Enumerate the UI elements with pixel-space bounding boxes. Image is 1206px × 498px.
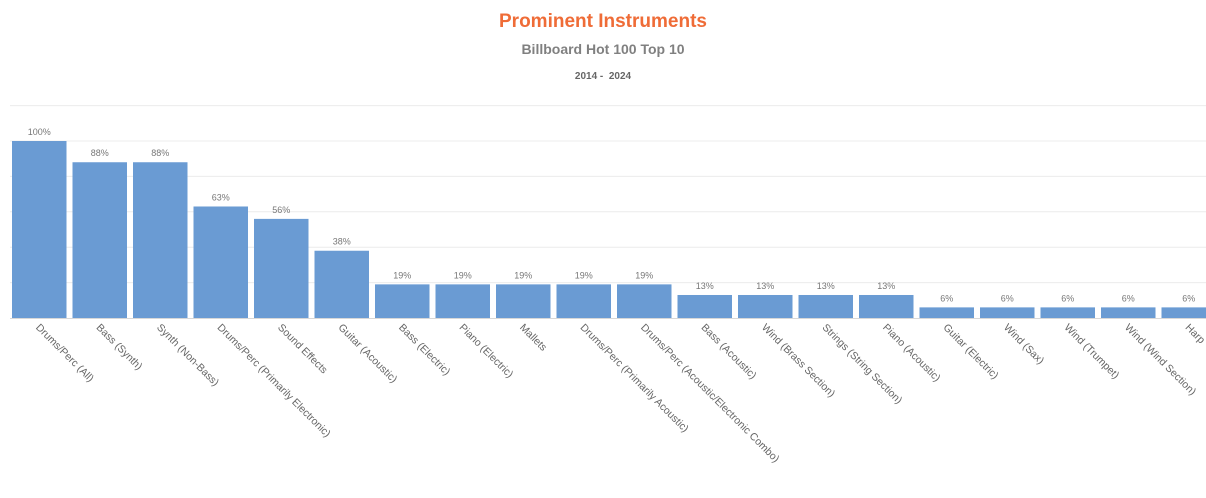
bar <box>980 307 1035 318</box>
x-tick-label: Bass (Electric) <box>396 322 452 378</box>
bar <box>919 307 974 318</box>
data-label: 88% <box>91 148 109 158</box>
bar <box>496 284 551 318</box>
data-label: 19% <box>393 270 411 280</box>
bar <box>72 162 127 318</box>
data-label: 6% <box>1182 293 1195 303</box>
bar <box>738 294 793 318</box>
x-tick-label: Bass (Synth) <box>94 322 145 373</box>
bar <box>556 284 611 318</box>
bar <box>617 284 672 318</box>
x-tick-label: Harp <box>1183 322 1206 347</box>
bar <box>859 294 914 318</box>
chart-title: Prominent Instruments <box>499 11 707 32</box>
x-tick-label: Guitar (Electric) <box>941 322 1001 382</box>
data-label: 88% <box>151 148 169 158</box>
x-tick-label: Drums/Perc (Primarily Acoustic) <box>578 322 691 435</box>
bar <box>375 284 430 318</box>
x-axis-labels: Drums/Perc (All)Bass (Synth) Synth (Non-B… <box>33 322 1206 465</box>
data-label: 6% <box>1061 293 1074 303</box>
x-tick-label: Sound Effects <box>275 322 330 377</box>
data-label: 13% <box>696 281 714 291</box>
x-tick-label: Piano (Acoustic) <box>880 322 943 385</box>
bar <box>798 294 853 318</box>
x-tick-label: Bass (Acoustic) <box>699 322 759 382</box>
chart-subtitle: Billboard Hot 100 Top 10 <box>521 41 685 57</box>
x-tick-label: Drums/Perc (Acoustic/Electronic Combo) <box>638 322 781 465</box>
bar <box>193 206 248 318</box>
data-label: 13% <box>756 281 774 291</box>
bar <box>254 218 309 318</box>
x-tick-label: Drums/Perc (Primarily Electronic) <box>215 322 333 440</box>
data-label: 19% <box>575 270 593 280</box>
x-tick-label: Piano (Electric) <box>457 322 516 381</box>
chart-date-range: 2014 - 2024 <box>574 71 632 82</box>
data-label: 63% <box>212 192 230 202</box>
data-label: 38% <box>333 237 351 247</box>
bars <box>12 141 1206 318</box>
bar <box>1040 307 1095 318</box>
bar <box>1101 307 1156 318</box>
bar <box>435 284 490 318</box>
x-tick-label: Synth (Non-Bass) <box>154 322 221 389</box>
data-label: 6% <box>1001 293 1014 303</box>
x-tick-label: Wind (Trumpet) <box>1062 322 1122 382</box>
x-tick-label: Mallets <box>517 322 549 354</box>
data-label: 19% <box>635 270 653 280</box>
data-label: 56% <box>272 205 290 215</box>
data-label: 100% <box>28 127 51 137</box>
data-label: 6% <box>940 293 953 303</box>
data-label: 13% <box>877 281 895 291</box>
bar <box>12 141 67 318</box>
bar <box>677 294 732 318</box>
x-tick-label: Wind (Sax) <box>1001 322 1046 367</box>
data-labels: 100% 88% 88% 63% 56% 38% 19% 19% 19% 19% 19% 13% 13%… <box>28 127 1196 303</box>
x-tick-label: Drums/Perc (All) <box>33 322 96 385</box>
data-label: 19% <box>514 270 532 280</box>
bar <box>1161 307 1206 318</box>
x-tick-label: Guitar (Acoustic) <box>336 322 400 386</box>
bar <box>314 250 369 318</box>
data-label: 19% <box>454 270 472 280</box>
data-label: 6% <box>1122 293 1135 303</box>
data-label: 13% <box>817 281 835 291</box>
bar <box>133 162 188 318</box>
